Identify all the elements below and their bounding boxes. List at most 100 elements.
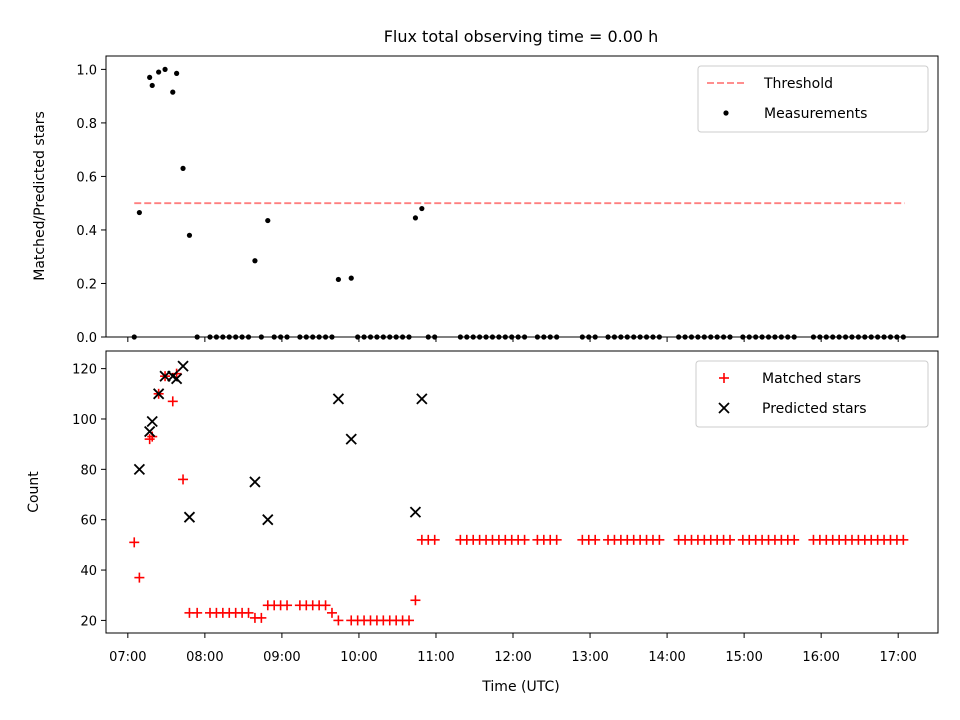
matched-star-point (326, 607, 337, 618)
time-x-ticks: 07:00 08:00 09:00 10:00 11:00 12:00 13:00 14:00… (109, 650, 917, 665)
predicted-star-point (153, 388, 165, 400)
measurement-point (412, 215, 419, 221)
y-tick-label: 80 (80, 463, 97, 478)
count-legend: Matched stars Predicted stars (695, 360, 929, 428)
matched-star-point (333, 615, 344, 626)
matched-star-point (129, 537, 140, 548)
x-tick-label: 11:00 (417, 650, 454, 665)
predicted-star-point (177, 360, 189, 372)
x-tick-label: 10:00 (340, 650, 377, 665)
x-tick-label: 17:00 (879, 650, 916, 665)
predicted-star-point (249, 476, 261, 488)
x-tick-label: 08:00 (186, 650, 223, 665)
ratio-legend: Threshold Measurements (697, 65, 929, 133)
x-stroke-b (249, 476, 261, 488)
measurement-point (186, 232, 193, 238)
count-panel: 20 40 60 80 100 120 Count Matched stars Predic… (26, 350, 939, 638)
measurement-point (265, 217, 271, 224)
predicted-star-point (409, 506, 422, 518)
x-stroke-b (133, 463, 146, 475)
x-tick-label: 07:00 (109, 650, 146, 665)
y-tick-label: 0.4 (76, 224, 97, 239)
matched-star-point (789, 534, 800, 545)
chart-title: Flux total observing time = 0.00 h (384, 27, 659, 46)
matched-star-point (410, 595, 421, 606)
y-tick-label: 20 (80, 614, 97, 629)
predicted-star-point (170, 373, 183, 385)
count-plot-frame (105, 350, 939, 634)
count-y-ticks: 20 40 60 80 100 120 (72, 363, 899, 638)
measurement-point (348, 275, 354, 281)
legend-label: Threshold (763, 76, 833, 92)
predicted-star-point (416, 393, 428, 405)
matched-star-point (654, 534, 665, 545)
x-tick-label: 16:00 (802, 650, 839, 665)
y-tick-label: 120 (72, 363, 97, 378)
x-stroke-b (332, 393, 345, 405)
measurement-point (147, 74, 153, 81)
measurement-point (180, 165, 186, 171)
legend-label: Predicted stars (762, 401, 867, 417)
x-stroke-b (718, 402, 730, 414)
measurement-point (252, 258, 258, 264)
measurement-point (149, 82, 155, 89)
matched-star-point (256, 612, 267, 623)
ratio-y-ticks: 0.0 0.2 0.4 0.6 0.8 1.0 (76, 63, 899, 346)
matched-star-point (429, 534, 440, 545)
measurement-point (136, 209, 142, 216)
x-tick-label: 12:00 (494, 650, 531, 665)
legend-label: Matched stars (762, 371, 861, 387)
matched-star-point (171, 368, 182, 379)
x-stroke-b (153, 388, 165, 400)
x-stroke-b (167, 370, 179, 382)
ratio-y-axis-label: Matched/Predicted stars (32, 111, 48, 281)
matched-star-point (192, 607, 203, 618)
count-y-axis-label: Count (26, 471, 42, 513)
measurement-point (335, 276, 341, 283)
matched-star-point (590, 534, 601, 545)
x-tick-label: 15:00 (725, 650, 762, 665)
x-stroke-b (416, 393, 428, 405)
y-tick-label: 40 (80, 564, 97, 579)
ratio-panel: 0.0 0.2 0.4 0.6 0.8 1.0 Matched/Predicted sta… (32, 55, 939, 346)
x-stroke-b (183, 511, 196, 523)
y-tick-label: 0.6 (76, 170, 97, 185)
predicted-star-point (146, 415, 158, 428)
y-tick-label: 60 (80, 514, 97, 529)
matched-star-point (320, 600, 331, 611)
count-points (129, 360, 909, 626)
measurement-point (156, 69, 162, 75)
matched-star-point (167, 396, 178, 407)
x-stroke-b (345, 433, 357, 445)
measurement-point (174, 70, 180, 76)
legend-label: Measurements (764, 106, 867, 122)
measurement-point (419, 205, 425, 212)
predicted-star-point (144, 425, 156, 438)
y-tick-label: 0.0 (76, 331, 97, 346)
legend-predicted-swatch (718, 402, 730, 414)
matched-star-point (404, 615, 415, 626)
matched-star-point (725, 534, 735, 545)
x-stroke-b (170, 373, 183, 385)
matched-star-point (282, 600, 293, 611)
matched-star-point (519, 534, 530, 545)
ratio-plot-frame (105, 55, 939, 338)
predicted-star-point (345, 433, 357, 445)
x-stroke-b (144, 425, 156, 438)
matched-star-point (134, 572, 145, 583)
x-stroke-b (262, 514, 274, 526)
x-tick-label: 13:00 (571, 650, 608, 665)
x-stroke-b (177, 360, 189, 372)
x-tick-label: 14:00 (648, 650, 685, 665)
measurement-point (170, 89, 176, 95)
measurement-point (162, 66, 168, 72)
x-stroke-b (409, 506, 422, 518)
y-tick-label: 100 (72, 413, 97, 428)
predicted-star-point (183, 511, 196, 523)
legend-box (697, 65, 929, 133)
y-tick-label: 1.0 (76, 63, 97, 78)
predicted-star-point (262, 514, 274, 526)
y-tick-label: 0.8 (76, 117, 97, 132)
x-tick-label: 09:00 (263, 650, 300, 665)
